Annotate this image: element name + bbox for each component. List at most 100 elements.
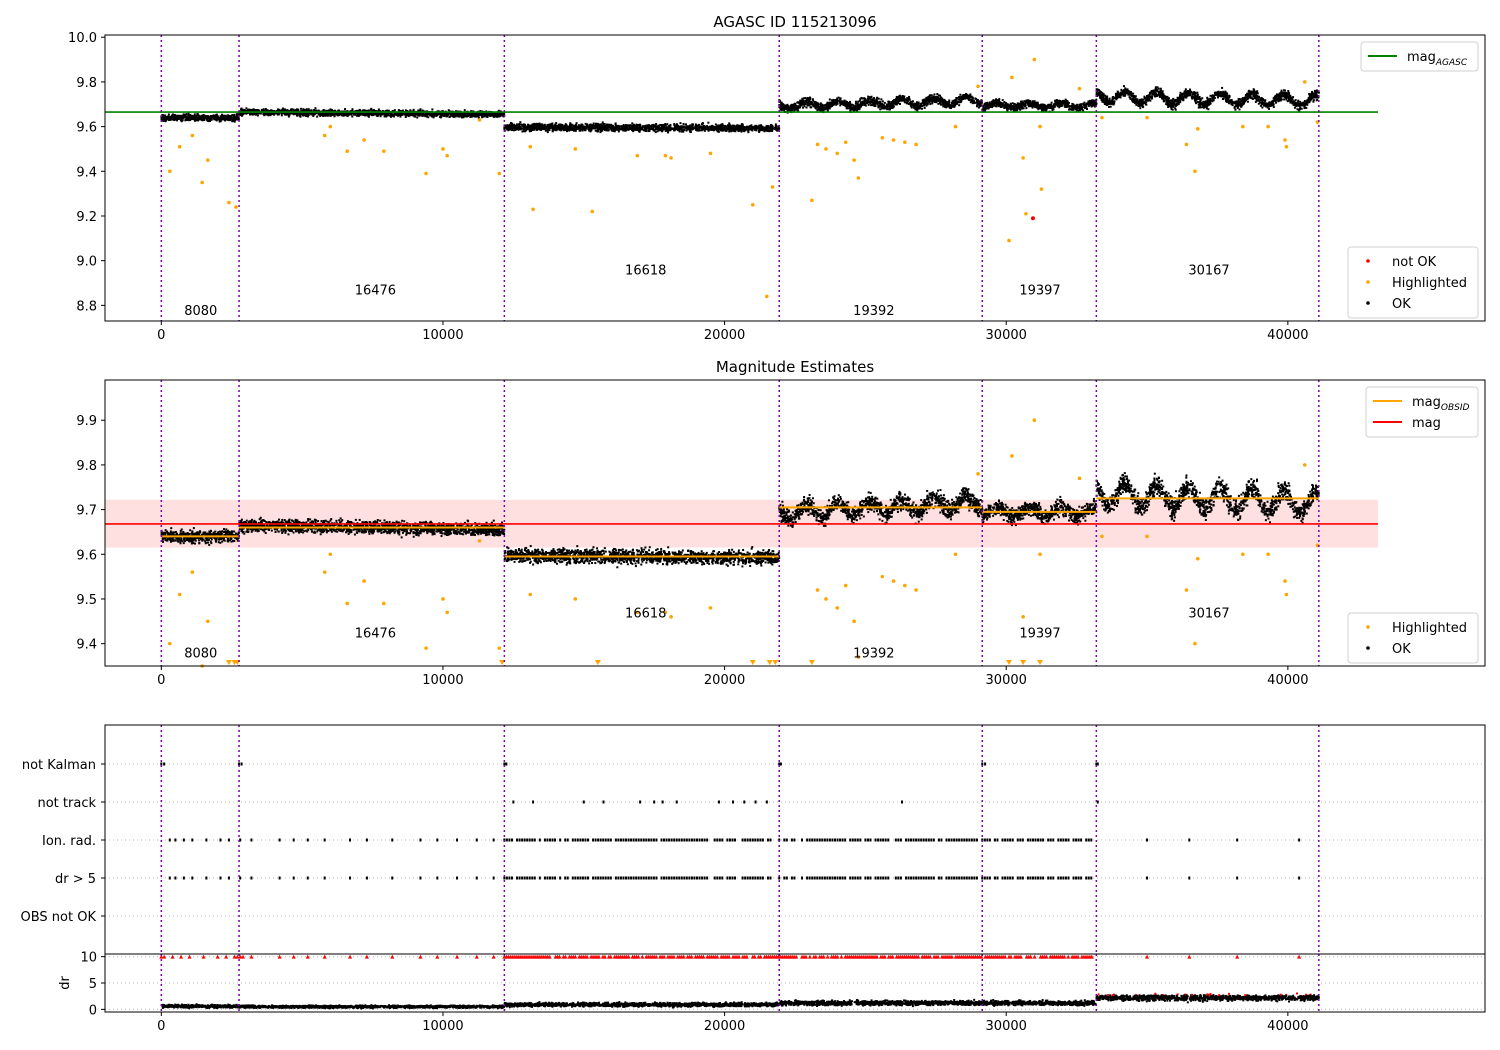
chart1-ok-point — [272, 109, 275, 112]
chart1-ok-point — [530, 124, 533, 127]
chart1-ok-point — [543, 125, 546, 128]
chart1-ok-point — [701, 123, 704, 126]
chart1-ok-point — [268, 109, 271, 112]
chart1-ok-point — [536, 126, 539, 129]
chart1-ok-point — [879, 100, 882, 103]
chart1-ok-point — [632, 123, 635, 126]
chart1-ok-point — [280, 112, 283, 115]
chart1-ok-point — [604, 124, 607, 127]
chart1-ok-point — [667, 131, 670, 134]
chart1-ok-point — [781, 106, 784, 109]
chart1-ok-point — [879, 108, 882, 111]
chart1-ok-point — [629, 126, 632, 129]
chart1-ok-point — [746, 125, 749, 128]
chart1-ok-point — [694, 125, 697, 128]
chart1-ok-point — [767, 126, 770, 129]
chart1-ok-point — [561, 126, 564, 129]
chart1-ok-point — [258, 112, 261, 115]
chart1-ok-point — [479, 110, 482, 113]
chart1-x-tick-label: 20000 — [704, 328, 745, 343]
chart1-ok-point — [970, 98, 973, 101]
chart1-ok-point — [831, 103, 834, 106]
chart1-ok-point — [903, 100, 906, 103]
chart1-ok-point — [699, 126, 702, 129]
chart1-ok-point — [936, 93, 939, 96]
chart1-y-tick-label: 9.8 — [76, 76, 97, 91]
chart1-ok-point — [929, 102, 932, 105]
chart1-ok-point — [784, 104, 787, 107]
chart1-ok-point — [480, 112, 483, 115]
chart1-ok-point — [244, 110, 247, 113]
chart1-ok-point — [218, 118, 221, 121]
chart1-ok-point — [467, 113, 470, 116]
chart1-ok-point — [290, 112, 293, 115]
chart1-ok-point — [386, 109, 389, 112]
chart1-ok-point — [359, 113, 362, 116]
chart1-ok-point — [673, 129, 676, 132]
chart1-ok-point — [651, 124, 654, 127]
chart1-ok-point — [977, 106, 980, 109]
chart1-ok-point — [600, 125, 603, 128]
chart1-ok-point — [876, 103, 879, 106]
chart1-ok-point — [795, 108, 798, 111]
chart1-ok-point — [521, 127, 524, 130]
chart1-ok-point — [249, 113, 252, 116]
chart1-ok-point — [533, 122, 536, 125]
chart1-ok-point — [594, 129, 597, 132]
chart1-ok-point — [583, 125, 586, 128]
chart1-ok-point — [661, 126, 664, 129]
chart1-ok-point — [916, 103, 919, 106]
chart1-ok-point — [259, 112, 262, 115]
chart1-ok-point — [594, 123, 597, 126]
chart1-ok-point — [449, 115, 452, 118]
chart1-ok-point — [925, 103, 928, 106]
chart1-ok-point — [545, 127, 548, 130]
chart1-ok-point — [659, 127, 662, 130]
chart1-ok-point — [486, 112, 489, 115]
chart1-ok-point — [303, 114, 306, 117]
chart1-ok-point — [891, 104, 894, 107]
chart1-ok-point — [842, 103, 845, 106]
chart1-ok-point — [832, 100, 835, 103]
chart1-ok-point — [280, 109, 283, 112]
chart1-ok-point — [586, 123, 589, 126]
chart1-ok-point — [774, 127, 777, 130]
chart1-ok-point — [652, 129, 655, 132]
chart1-ok-point — [305, 108, 308, 111]
chart1-ok-point — [477, 113, 480, 116]
chart1-ok-point — [381, 109, 384, 112]
chart1-ok-point — [926, 100, 929, 103]
chart1-ok-point — [809, 106, 812, 109]
chart1-ok-point — [619, 127, 622, 130]
chart1-ok-point — [218, 117, 221, 120]
chart1-ok-point — [1006, 109, 1009, 112]
chart1-ok-point — [733, 124, 736, 127]
chart1-ok-point — [525, 127, 528, 130]
chart1-ok-point — [533, 126, 536, 129]
chart1-ok-point — [947, 103, 950, 106]
chart1-ok-point — [867, 95, 870, 98]
chart1-ok-point — [568, 128, 571, 131]
chart1-ok-point — [521, 130, 524, 133]
chart1-ok-point — [944, 99, 947, 102]
chart1-ok-point — [295, 113, 298, 116]
chart1-ok-point — [609, 124, 612, 127]
chart1-ok-point — [714, 123, 717, 126]
chart1-ok-point — [846, 103, 849, 106]
chart1-y-tick-label: 9.6 — [76, 121, 97, 136]
chart1-ok-point — [844, 105, 847, 108]
chart1-ok-point — [771, 129, 774, 132]
chart1-ok-point — [908, 97, 911, 100]
chart1-ok-point — [558, 125, 561, 128]
chart1-ok-point — [800, 99, 803, 102]
chart1-ok-point — [719, 129, 722, 132]
chart1-ok-point — [955, 97, 958, 100]
chart1-ok-point — [659, 129, 662, 132]
chart1-ok-point — [509, 128, 512, 131]
chart1-ok-point — [676, 127, 679, 130]
chart1-ok-point — [377, 112, 380, 115]
chart1-ok-point — [301, 109, 304, 112]
chart1-ok-point — [506, 124, 509, 127]
chart1-ok-point — [821, 109, 824, 112]
chart1-ok-point — [822, 107, 825, 110]
